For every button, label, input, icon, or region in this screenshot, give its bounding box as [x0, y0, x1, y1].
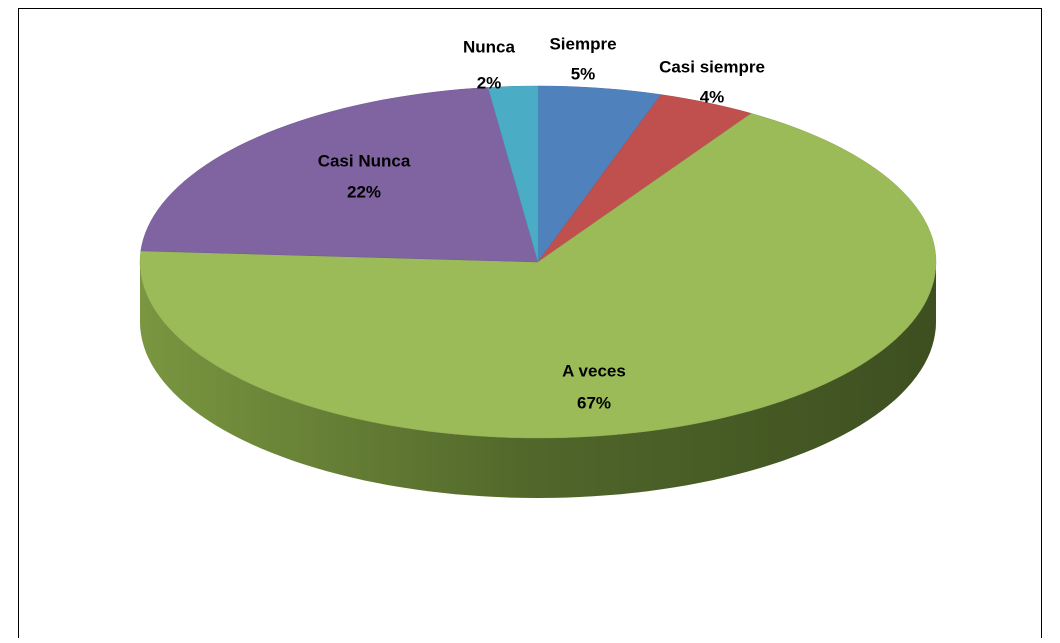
slice — [537, 85, 662, 263]
slice — [139, 113, 937, 439]
slice-side — [140, 262, 936, 498]
slice — [537, 94, 752, 263]
slice-label: Nunca — [463, 37, 516, 56]
slice-value: 2% — [477, 73, 502, 92]
slice-value: 22% — [347, 182, 381, 201]
slice-label: Casi siempre — [659, 57, 765, 76]
slice-label: A veces — [562, 361, 626, 380]
slice-value: 5% — [571, 64, 596, 83]
slice — [487, 85, 539, 263]
slice — [140, 87, 539, 263]
slice-label: Casi Nunca — [318, 151, 411, 170]
slice-value: 67% — [577, 393, 611, 412]
slice-label: Siempre — [549, 34, 616, 53]
slice-value: 4% — [700, 87, 725, 106]
